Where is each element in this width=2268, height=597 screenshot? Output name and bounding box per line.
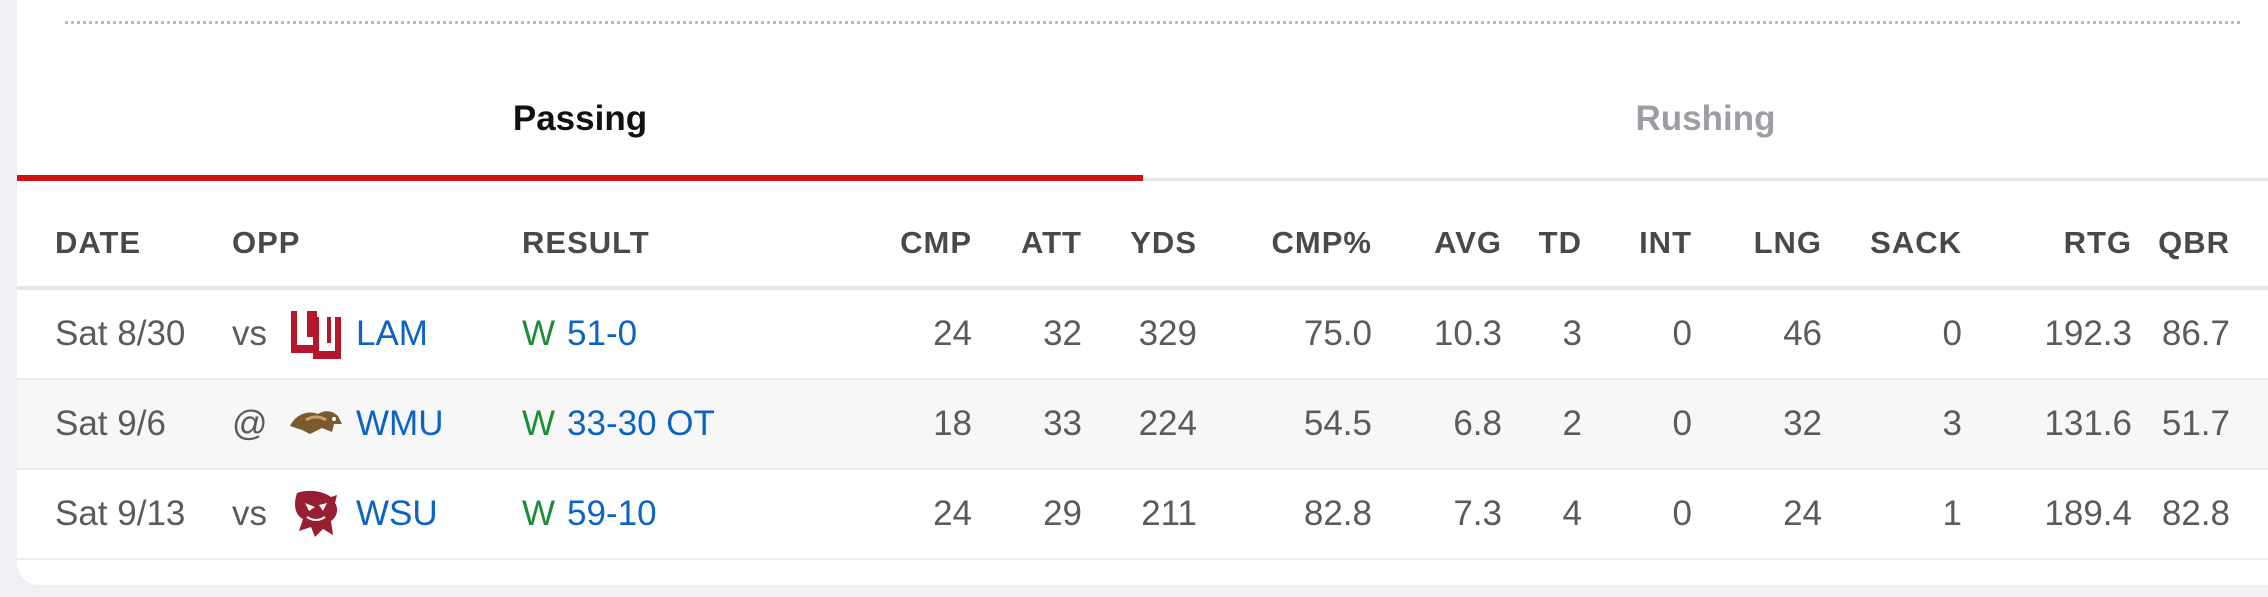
- stat-cmp: 24: [767, 469, 972, 560]
- stat-lng: 46: [1692, 288, 1822, 380]
- col-header-sack[interactable]: SACK: [1822, 200, 1962, 290]
- tab-rushing[interactable]: Rushing: [1635, 99, 1776, 138]
- home-away-indicator: vs: [232, 494, 267, 533]
- table-header-row: DATE OPP RESULT CMP ATT YDS CMP% AVG TD …: [17, 200, 2268, 290]
- col-header-result[interactable]: RESULT: [522, 200, 767, 290]
- col-header-date[interactable]: DATE: [17, 200, 232, 290]
- col-header-lng[interactable]: LNG: [1692, 200, 1822, 290]
- stat-cmp: 24: [767, 288, 972, 380]
- stat-int: 0: [1582, 288, 1692, 380]
- stat-att: 33: [972, 379, 1082, 470]
- stat-int: 0: [1582, 379, 1692, 470]
- stat-qbr: 82.8: [2132, 469, 2268, 560]
- stat-td: 2: [1502, 379, 1582, 470]
- stat-td: 4: [1502, 469, 1582, 560]
- game-date: Sat 8/30: [17, 288, 232, 380]
- home-away-indicator: vs: [232, 314, 267, 353]
- result-cell[interactable]: W 59-10: [522, 469, 767, 560]
- passing-stats-table: DATE OPP RESULT CMP ATT YDS CMP% AVG TD …: [17, 200, 2268, 560]
- opponent-link[interactable]: WMU: [356, 404, 444, 443]
- game-score-link[interactable]: 59-10: [567, 494, 657, 533]
- stat-att: 29: [972, 469, 1082, 560]
- col-header-yds[interactable]: YDS: [1082, 200, 1197, 290]
- stat-tabs: Passing Rushing: [17, 60, 2268, 181]
- wmu-bronco-logo-icon[interactable]: [286, 397, 346, 451]
- game-date: Sat 9/6: [17, 379, 232, 470]
- col-header-cmp[interactable]: CMP: [767, 200, 972, 290]
- stat-rtg: 131.6: [1962, 379, 2132, 470]
- opponent-cell: @ WMU: [232, 379, 522, 470]
- opponent-cell: vs LAM: [232, 288, 522, 380]
- stat-cmp-pct: 82.8: [1197, 469, 1372, 560]
- stat-cmp-pct: 75.0: [1197, 288, 1372, 380]
- stat-avg: 7.3: [1372, 469, 1502, 560]
- stat-yds: 329: [1082, 288, 1197, 380]
- col-header-opp[interactable]: OPP: [232, 200, 522, 290]
- stat-yds: 224: [1082, 379, 1197, 470]
- stat-qbr: 86.7: [2132, 288, 2268, 380]
- lamar-logo-icon[interactable]: [286, 307, 346, 361]
- stat-qbr: 51.7: [2132, 379, 2268, 470]
- col-header-qbr[interactable]: QBR: [2132, 200, 2268, 290]
- stat-att: 32: [972, 288, 1082, 380]
- opponent-cell: vs WSU: [232, 469, 522, 560]
- stat-td: 3: [1502, 288, 1582, 380]
- stat-rtg: 189.4: [1962, 469, 2132, 560]
- game-score-link[interactable]: 51-0: [567, 314, 638, 353]
- tab-passing[interactable]: Passing: [512, 99, 648, 138]
- stat-cmp-pct: 54.5: [1197, 379, 1372, 470]
- stat-cmp: 18: [767, 379, 972, 470]
- result-cell[interactable]: W 33-30 OT: [522, 379, 767, 470]
- col-header-att[interactable]: ATT: [972, 200, 1082, 290]
- stat-rtg: 192.3: [1962, 288, 2132, 380]
- opponent-link[interactable]: WSU: [356, 494, 438, 533]
- table-row: Sat 9/13 vs WSU: [17, 469, 2268, 560]
- stat-sack: 1: [1822, 469, 1962, 560]
- stat-sack: 0: [1822, 288, 1962, 380]
- stat-avg: 10.3: [1372, 288, 1502, 380]
- stat-sack: 3: [1822, 379, 1962, 470]
- wsu-cougar-logo-icon[interactable]: [286, 487, 346, 541]
- stat-lng: 32: [1692, 379, 1822, 470]
- result-cell[interactable]: W 51-0: [522, 288, 767, 380]
- game-score-link[interactable]: 33-30 OT: [567, 404, 715, 443]
- col-header-int[interactable]: INT: [1582, 200, 1692, 290]
- col-header-rtg[interactable]: RTG: [1962, 200, 2132, 290]
- col-header-td[interactable]: TD: [1502, 200, 1582, 290]
- opponent-link[interactable]: LAM: [356, 314, 428, 353]
- game-date: Sat 9/13: [17, 469, 232, 560]
- table-row: Sat 9/6 @ WMU: [17, 379, 2268, 470]
- table-row: Sat 8/30 vs: [17, 288, 2268, 380]
- win-loss-indicator: W: [522, 404, 556, 443]
- stat-avg: 6.8: [1372, 379, 1502, 470]
- col-header-avg[interactable]: AVG: [1372, 200, 1502, 290]
- stat-int: 0: [1582, 469, 1692, 560]
- dotted-divider: [65, 21, 2240, 24]
- active-tab-indicator: [17, 175, 1143, 181]
- stat-lng: 24: [1692, 469, 1822, 560]
- win-loss-indicator: W: [522, 494, 556, 533]
- col-header-cmp-pct[interactable]: CMP%: [1197, 200, 1372, 290]
- game-log-card: Passing Rushing DATE OPP RESULT CMP ATT …: [17, 0, 2268, 585]
- win-loss-indicator: W: [522, 314, 556, 353]
- home-away-indicator: @: [232, 404, 268, 443]
- stat-yds: 211: [1082, 469, 1197, 560]
